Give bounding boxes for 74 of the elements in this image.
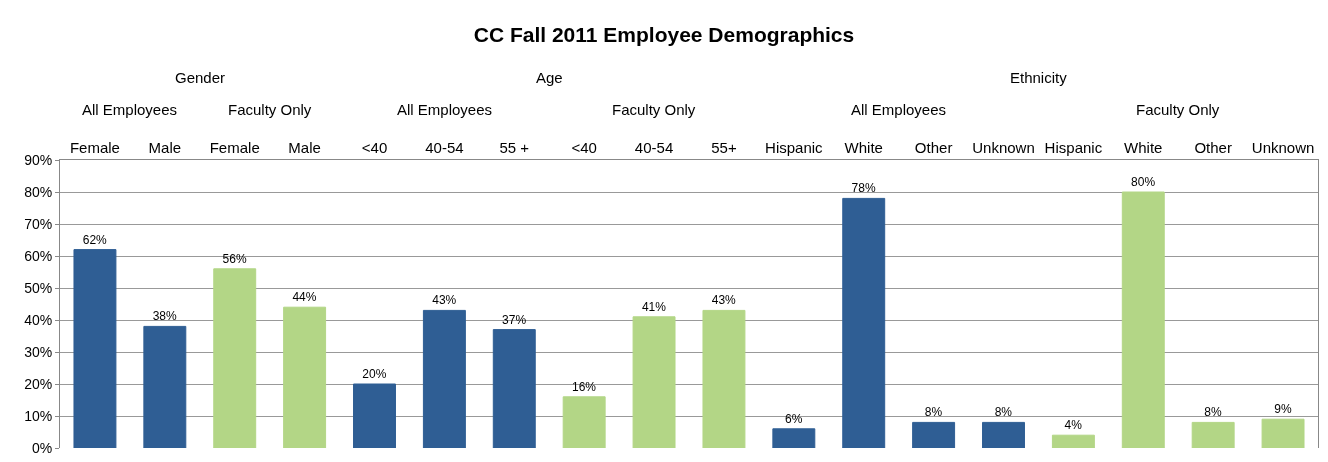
x-tick-label: 55+ <box>711 139 737 156</box>
data-label: 43% <box>432 293 457 308</box>
data-label: 9% <box>1274 402 1292 417</box>
bar <box>283 306 327 448</box>
data-label: 37% <box>502 312 527 327</box>
bar <box>632 316 676 448</box>
x-tick-label: <40 <box>571 139 597 156</box>
y-tick-label: 40% <box>24 311 53 328</box>
x-tick-label: Male <box>148 139 182 156</box>
text: All Employees <box>397 101 493 118</box>
x-tick-label: White <box>1124 139 1163 156</box>
text: Faculty Only <box>1136 101 1220 118</box>
data-label: 6% <box>785 411 803 426</box>
data-label: 80% <box>1131 175 1156 189</box>
bar <box>1121 191 1165 448</box>
x-tick-label: Male <box>288 139 321 156</box>
data-label: 8% <box>1204 405 1222 420</box>
x-tick-label: 55 + <box>499 139 530 156</box>
y-tick-label: 10% <box>24 407 53 424</box>
text: Age <box>536 69 563 86</box>
x-tick-label: Unknown <box>972 139 1035 156</box>
y-tick-label: 70% <box>24 215 53 232</box>
bar <box>73 249 117 448</box>
bar <box>213 268 257 448</box>
bar <box>492 329 536 448</box>
y-tick-label: 50% <box>24 279 53 296</box>
bar <box>702 309 746 448</box>
text: Faculty Only <box>228 101 312 118</box>
data-label: 62% <box>82 232 108 247</box>
x-tick-label: Other <box>914 139 953 156</box>
bar <box>912 421 956 448</box>
bar <box>562 396 606 448</box>
x-tick-label: Hispanic <box>1044 139 1103 156</box>
bar <box>982 421 1025 448</box>
data-label: 41% <box>641 299 667 314</box>
y-tick-label: 80% <box>24 183 53 200</box>
bar <box>422 309 466 448</box>
data-label: 16% <box>571 379 597 394</box>
y-tick-label: 0% <box>31 439 53 456</box>
data-label: 8% <box>994 405 1013 420</box>
data-label: 78% <box>851 181 876 196</box>
y-tick-label: 60% <box>24 247 53 264</box>
x-tick-label: Unknown <box>1251 139 1315 156</box>
chart-title: CC Fall 2011 Employee Demographics <box>473 23 855 46</box>
x-tick-label: White <box>844 139 883 156</box>
text: Faculty Only <box>612 101 696 118</box>
bar <box>1261 418 1305 448</box>
x-tick-label: <40 <box>361 139 388 156</box>
text: All Employees <box>82 101 178 118</box>
data-label: 20% <box>362 367 387 381</box>
bar <box>143 325 187 448</box>
data-label: 56% <box>222 251 247 266</box>
text: Gender <box>175 69 226 86</box>
data-label: 4% <box>1064 418 1083 433</box>
text: All Employees <box>851 101 947 118</box>
bar <box>1051 434 1095 448</box>
text: Ethnicity <box>1010 69 1068 86</box>
bar <box>842 197 886 448</box>
x-tick-label: 40-54 <box>425 139 464 156</box>
y-tick-label: 90% <box>24 151 53 168</box>
data-label: 44% <box>292 290 317 305</box>
bar <box>772 428 816 448</box>
x-tick-label: Other <box>1194 139 1232 156</box>
bar <box>353 383 396 448</box>
y-tick-label: 30% <box>24 343 53 360</box>
y-tick-label: 20% <box>24 375 53 392</box>
x-tick-label: 40-54 <box>634 139 674 156</box>
bar <box>1191 421 1235 448</box>
data-label: 38% <box>152 309 178 324</box>
data-label: 8% <box>924 405 943 420</box>
x-tick-label: Female <box>69 139 120 156</box>
data-label: 43% <box>711 293 737 308</box>
x-tick-label: Female <box>209 139 260 156</box>
x-tick-label: Hispanic <box>765 139 824 156</box>
